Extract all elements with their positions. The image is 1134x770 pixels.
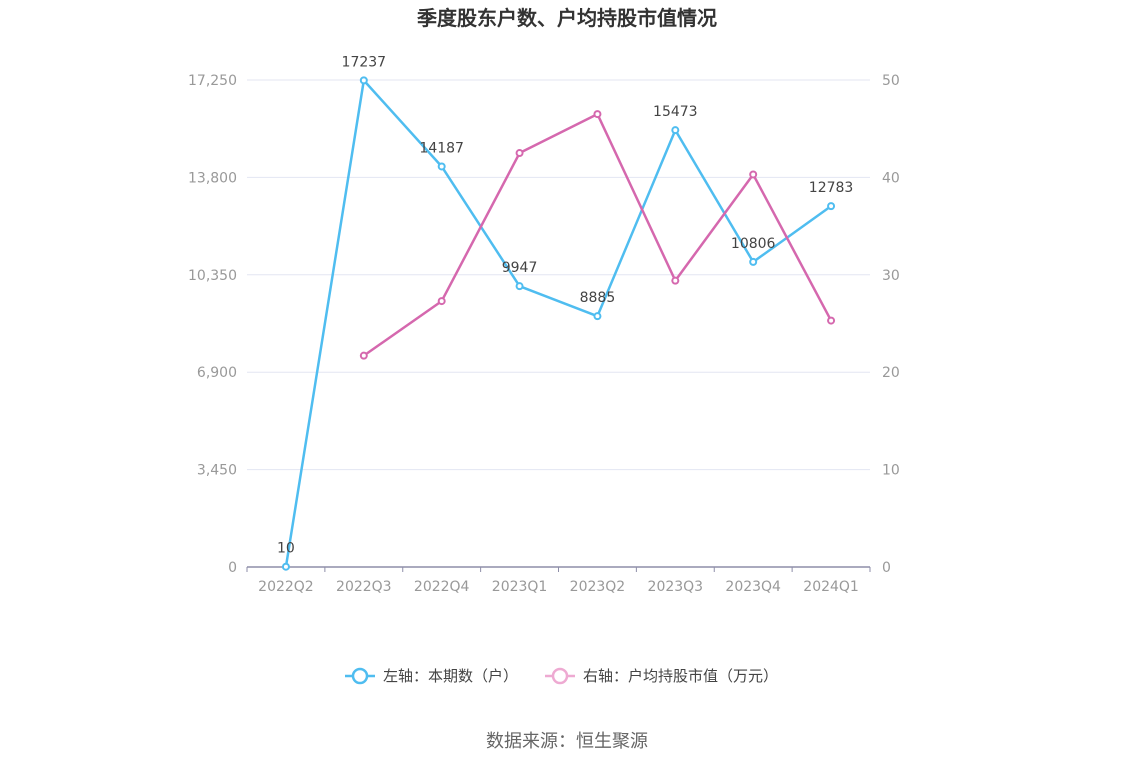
chart-title: 季度股东户数、户均持股市值情况 [416,6,717,30]
source-note: 数据来源：恒生聚源 [486,731,648,752]
left-series-point [281,562,290,571]
y-right-tick-label: 50 [882,73,900,89]
y-left-tick-label: 13,800 [188,170,237,186]
legend-item-label: 右轴：户均持股市值（万元） [583,667,778,685]
left-series-point [593,312,602,321]
left-series-point [749,257,758,266]
x-tick-label: 2023Q4 [725,579,781,595]
data-label: 9947 [502,260,538,276]
y-right-tick-label: 40 [882,170,900,186]
y-left-tick-label: 3,450 [197,463,237,479]
data-labels: 10 17237 14187 9947 8885 15473 10806 12783 [277,54,853,556]
right-series-point [593,110,602,119]
x-tick-label: 2022Q3 [336,579,392,595]
grid-lines [247,79,870,471]
y-right-tick-label: 10 [882,463,900,479]
x-tick-label: 2022Q2 [258,579,314,595]
right-series-point [827,316,836,325]
data-label: 17237 [342,54,387,70]
legend-item-label: 左轴：本期数（户） [383,667,518,685]
data-label: 12783 [809,180,854,196]
left-series-point [671,126,680,135]
axes: 0 0 3,450 10 6,900 20 10,350 30 13,800 40 17,250 50… [188,73,900,595]
y-left-tick-label: 10,350 [188,268,237,284]
x-tick-label: 2023Q3 [648,579,704,595]
left-series-point [359,76,368,85]
y-left-tick-label: 6,900 [197,365,237,381]
left-series-point [827,202,836,211]
right-series-point [359,351,368,360]
x-tick-label: 2023Q2 [570,579,626,595]
x-tick-label: 2022Q4 [414,579,470,595]
legend-marker-icon [351,667,369,685]
right-series-point [671,276,680,285]
y-left-tick-label: 0 [228,560,237,576]
left-series-point [515,282,524,291]
x-tick-label: 2024Q1 [803,579,859,595]
data-label: 15473 [653,104,698,120]
right-series-point [437,297,446,306]
y-right-tick-label: 0 [882,560,891,576]
data-label: 14187 [419,140,464,156]
x-tick-label: 2023Q1 [492,579,548,595]
y-right-tick-label: 30 [882,268,900,284]
data-label: 8885 [580,290,616,306]
data-label: 10806 [731,236,776,252]
right-series-point [749,170,758,179]
y-left-tick-label: 17,250 [188,73,237,89]
left-series-line [284,79,832,567]
legend-marker-icon [551,667,569,685]
left-series-point [437,162,446,171]
data-label: 10 [277,541,295,557]
y-right-tick-label: 20 [882,365,900,381]
right-series-point [515,149,524,158]
legend[interactable]: 左轴：本期数（户） 右轴：户均持股市值（万元） [345,667,778,685]
series-lines [281,76,836,571]
